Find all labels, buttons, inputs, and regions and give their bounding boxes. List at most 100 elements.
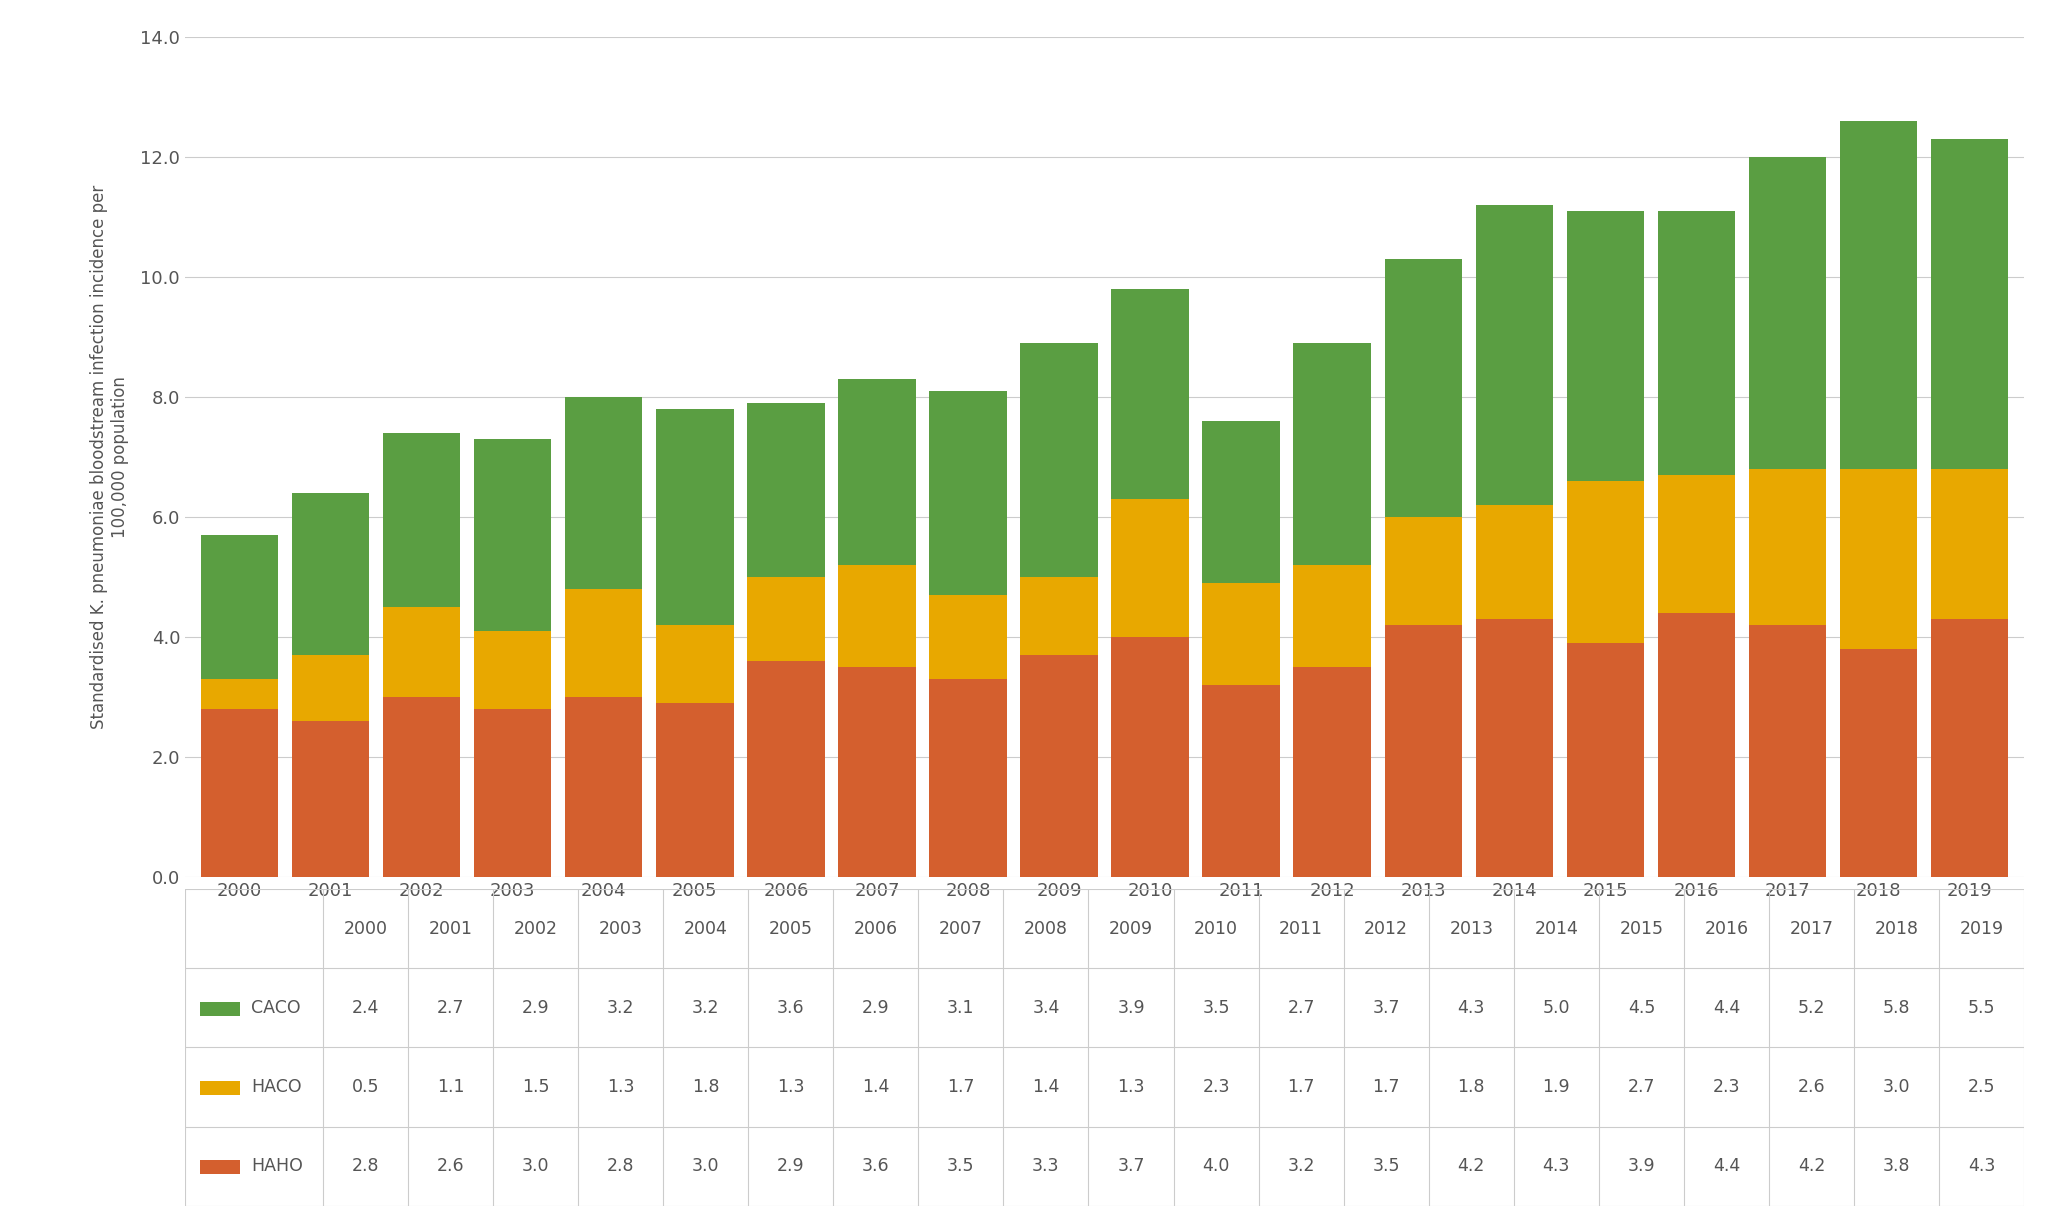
Bar	[201, 535, 277, 678]
Text: 2.3: 2.3	[1202, 1078, 1229, 1096]
Bar	[748, 577, 824, 661]
Text: 4.2: 4.2	[1457, 1157, 1486, 1175]
Text: 4.3: 4.3	[1969, 1157, 1995, 1175]
Text: 2.7: 2.7	[438, 999, 464, 1017]
Text: 2000: 2000	[343, 920, 388, 938]
Bar	[1658, 613, 1734, 877]
Bar	[565, 588, 643, 697]
Bar	[475, 709, 551, 877]
Text: 2017: 2017	[1790, 920, 1833, 938]
FancyBboxPatch shape	[199, 1080, 240, 1095]
Text: 3.3: 3.3	[1032, 1157, 1060, 1175]
Text: 2.4: 2.4	[351, 999, 378, 1017]
Text: 3.8: 3.8	[1882, 1157, 1911, 1175]
Bar	[1385, 625, 1461, 877]
Text: 1.5: 1.5	[522, 1078, 549, 1096]
Bar	[475, 631, 551, 709]
Text: 2.5: 2.5	[1969, 1078, 1995, 1096]
Bar	[1932, 139, 2008, 469]
Text: 3.5: 3.5	[1202, 999, 1229, 1017]
Text: 3.5: 3.5	[1373, 1157, 1399, 1175]
Bar	[1475, 504, 1554, 619]
Text: 2.9: 2.9	[861, 999, 890, 1017]
Text: 2.7: 2.7	[1628, 1078, 1654, 1096]
Text: 3.2: 3.2	[606, 999, 635, 1017]
Text: 3.0: 3.0	[693, 1157, 719, 1175]
Text: 1.9: 1.9	[1543, 1078, 1570, 1096]
Bar	[292, 655, 370, 721]
Bar	[565, 697, 643, 877]
Text: 1.8: 1.8	[1457, 1078, 1486, 1096]
Text: 5.5: 5.5	[1969, 999, 1995, 1017]
Text: 5.0: 5.0	[1543, 999, 1570, 1017]
Bar	[1932, 619, 2008, 877]
Text: 3.9: 3.9	[1628, 1157, 1654, 1175]
Bar	[929, 678, 1007, 877]
Text: 2018: 2018	[1874, 920, 1919, 938]
FancyBboxPatch shape	[199, 1001, 240, 1016]
Bar	[1749, 469, 1827, 625]
Bar	[292, 721, 370, 877]
Bar	[201, 709, 277, 877]
Bar	[838, 379, 917, 565]
Bar	[1293, 342, 1371, 565]
Text: 3.2: 3.2	[1286, 1157, 1315, 1175]
Text: 3.5: 3.5	[947, 1157, 974, 1175]
Text: 1.3: 1.3	[1118, 1078, 1145, 1096]
Bar	[748, 661, 824, 877]
Text: CACO: CACO	[251, 999, 300, 1017]
Bar	[382, 432, 460, 607]
FancyBboxPatch shape	[199, 1160, 240, 1174]
Bar	[748, 403, 824, 577]
Bar	[1021, 342, 1097, 577]
Y-axis label: Standardised K. pneumoniae bloodstream infection incidence per
100,000 populatio: Standardised K. pneumoniae bloodstream i…	[90, 185, 129, 728]
Bar	[382, 697, 460, 877]
Text: 3.7: 3.7	[1118, 1157, 1145, 1175]
Bar	[656, 409, 734, 625]
Text: 2011: 2011	[1278, 920, 1323, 938]
Text: 2009: 2009	[1110, 920, 1153, 938]
Bar	[1839, 469, 1917, 649]
Text: 1.4: 1.4	[863, 1078, 890, 1096]
Text: 1.7: 1.7	[1373, 1078, 1399, 1096]
Bar	[382, 607, 460, 697]
Text: 2015: 2015	[1619, 920, 1662, 938]
Text: 2013: 2013	[1449, 920, 1494, 938]
Bar	[1566, 643, 1644, 877]
Text: 2.8: 2.8	[351, 1157, 380, 1175]
Text: 2.6: 2.6	[436, 1157, 464, 1175]
Text: HACO: HACO	[251, 1078, 302, 1096]
Bar	[1202, 420, 1280, 582]
Text: 1.8: 1.8	[693, 1078, 719, 1096]
Bar	[292, 493, 370, 655]
Bar	[1021, 655, 1097, 877]
Text: 2.7: 2.7	[1286, 999, 1315, 1017]
Bar	[1566, 211, 1644, 481]
Text: 3.9: 3.9	[1118, 999, 1145, 1017]
Text: 3.7: 3.7	[1373, 999, 1399, 1017]
Text: 2005: 2005	[769, 920, 812, 938]
Text: HAHO: HAHO	[251, 1157, 302, 1175]
Bar	[1112, 637, 1188, 877]
Text: 3.4: 3.4	[1032, 999, 1060, 1017]
Text: 2003: 2003	[598, 920, 643, 938]
Text: 3.2: 3.2	[693, 999, 719, 1017]
Text: 3.6: 3.6	[777, 999, 806, 1017]
Text: 1.3: 1.3	[777, 1078, 804, 1096]
Text: 2006: 2006	[853, 920, 898, 938]
Text: 2.3: 2.3	[1712, 1078, 1741, 1096]
Text: 4.3: 4.3	[1543, 1157, 1570, 1175]
Bar	[656, 625, 734, 703]
Text: 2004: 2004	[684, 920, 727, 938]
Bar	[656, 703, 734, 877]
Text: 5.8: 5.8	[1882, 999, 1911, 1017]
Text: 2010: 2010	[1194, 920, 1237, 938]
Bar	[838, 667, 917, 877]
Bar	[475, 438, 551, 631]
Text: 4.0: 4.0	[1202, 1157, 1229, 1175]
Bar	[1385, 516, 1461, 625]
Text: 2001: 2001	[429, 920, 473, 938]
Bar	[929, 391, 1007, 594]
Text: 4.2: 4.2	[1798, 1157, 1825, 1175]
Bar	[1475, 619, 1554, 877]
